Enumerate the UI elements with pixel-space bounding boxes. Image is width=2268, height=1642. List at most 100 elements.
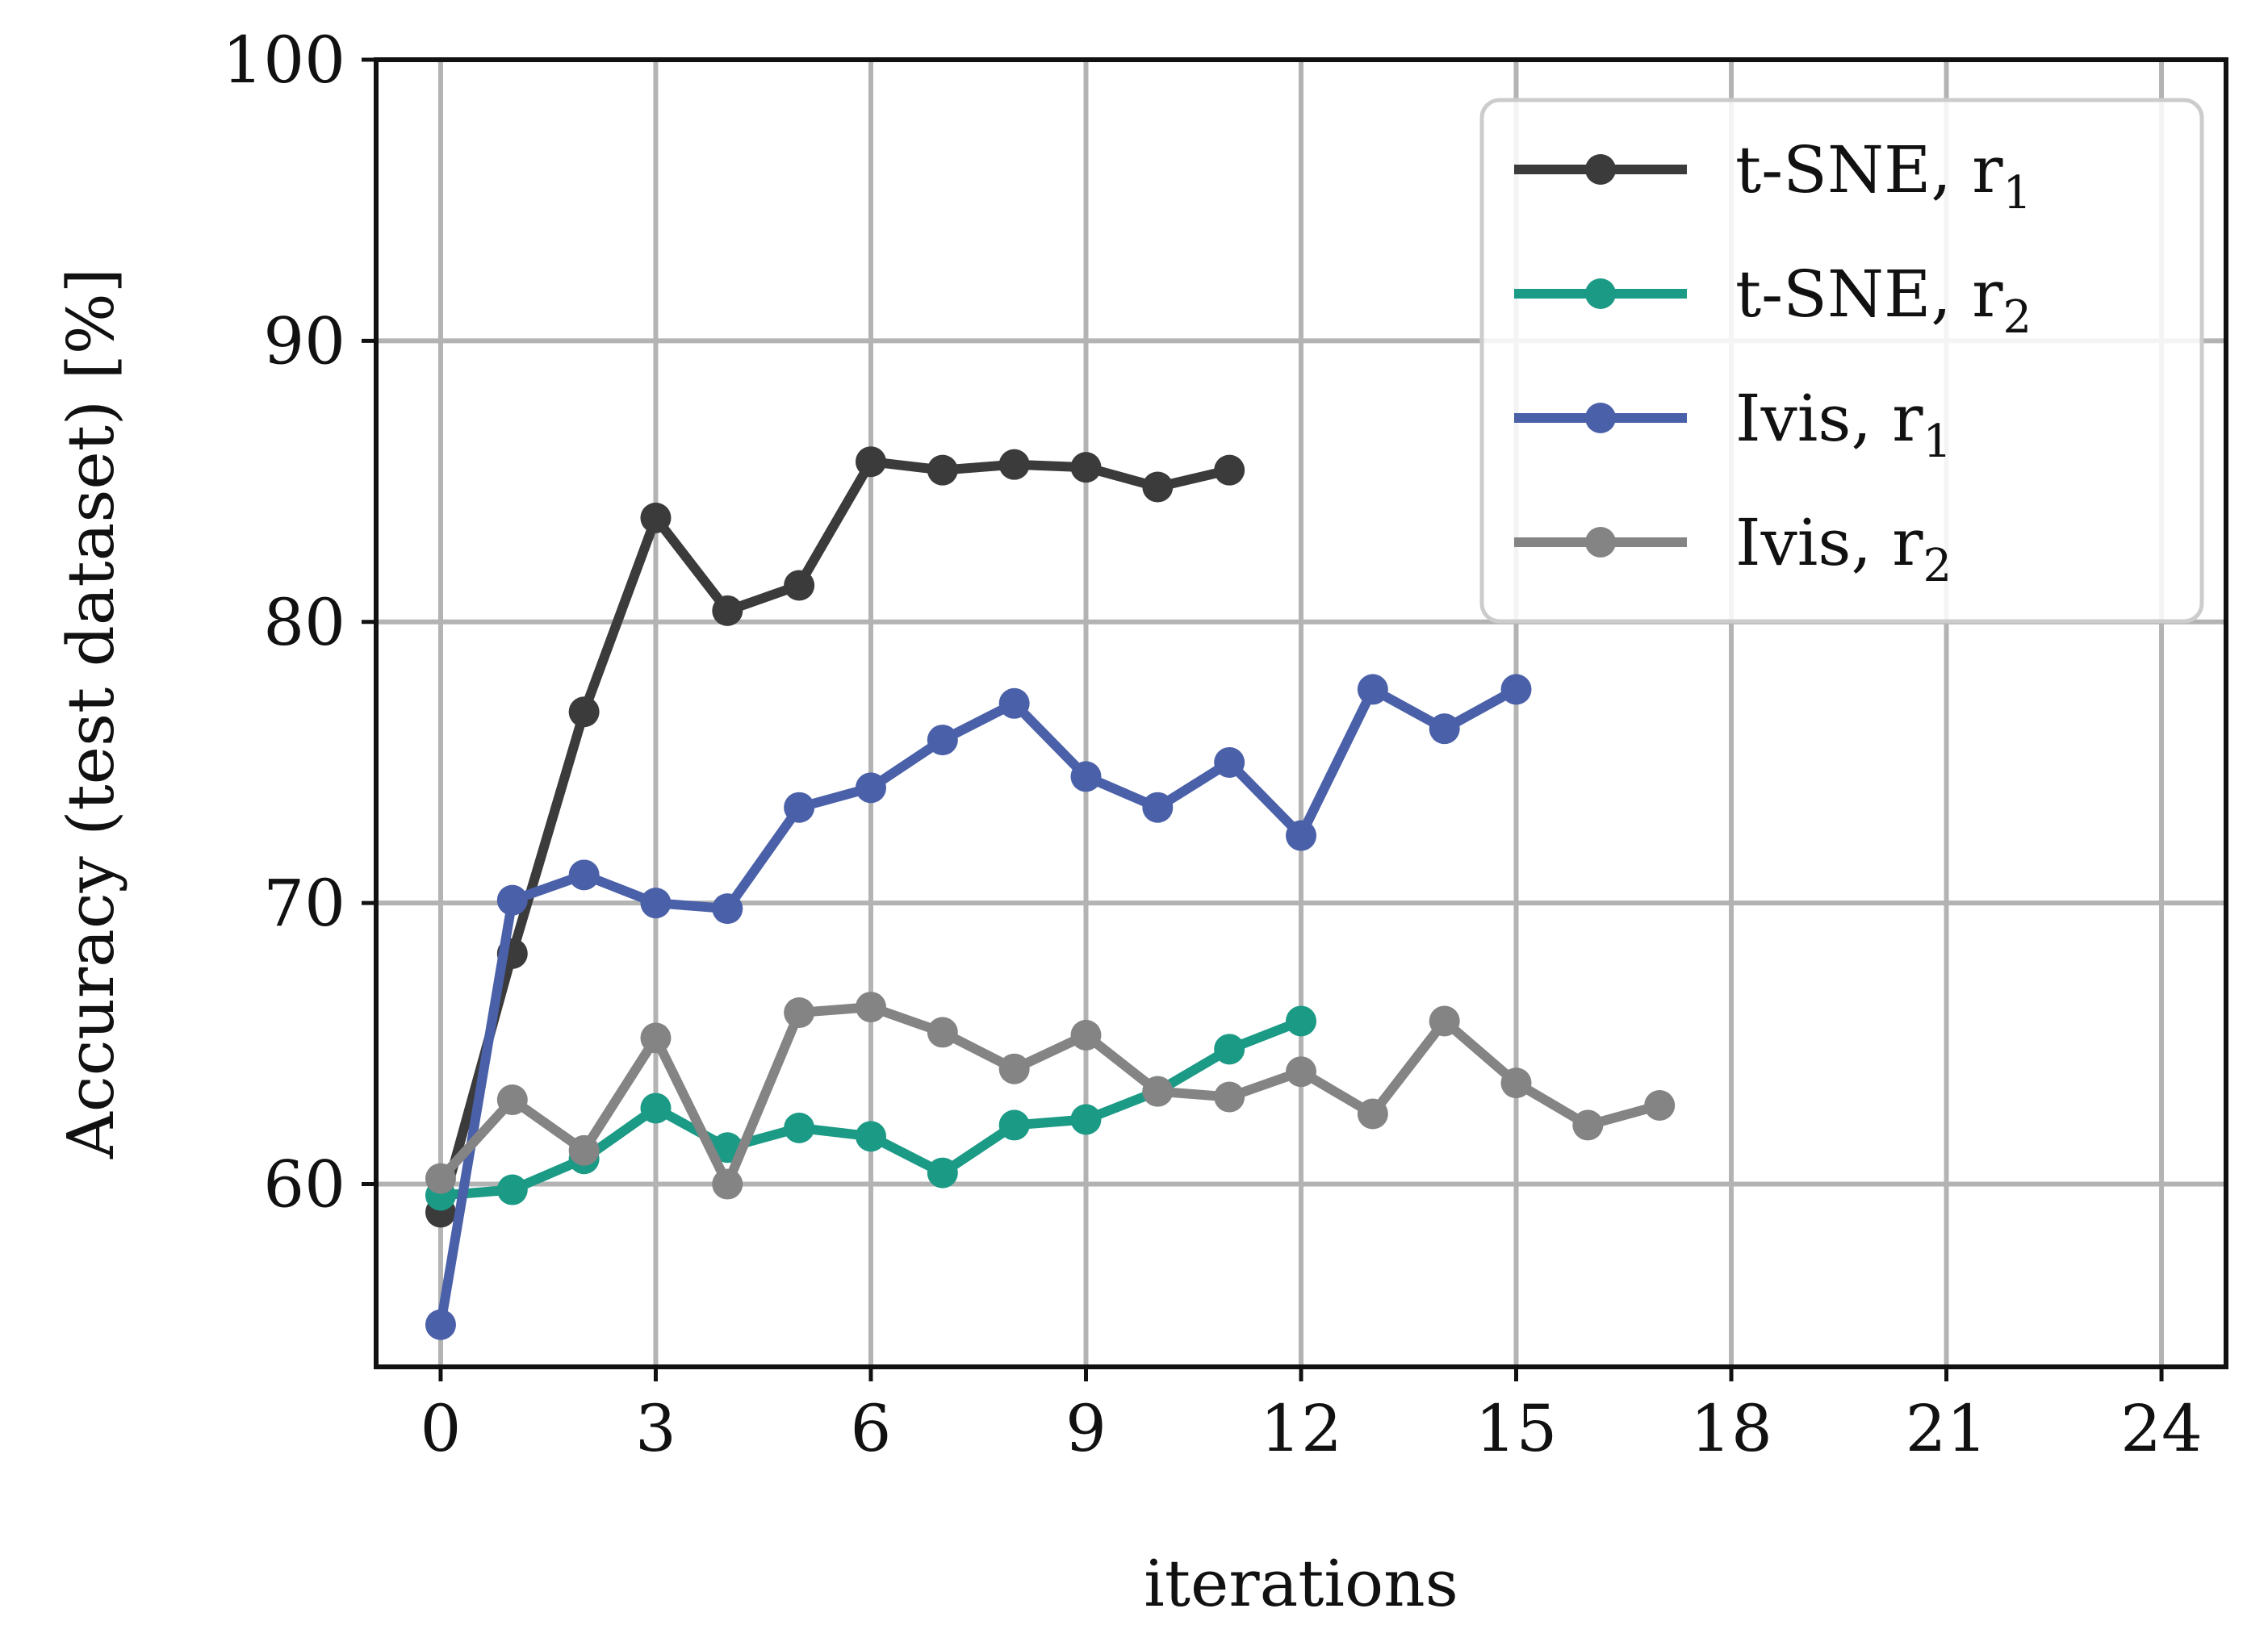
legend-swatch-marker <box>1585 154 1616 185</box>
x-axis-label: iterations <box>1144 1546 1458 1621</box>
legend-item: Ivis, r2 <box>1514 505 1952 592</box>
data-point <box>496 1084 528 1116</box>
legend-label: Ivis, r1 <box>1735 381 1952 468</box>
x-tick-label: 24 <box>2120 1391 2203 1466</box>
legend-label: t-SNE, r2 <box>1735 257 2032 344</box>
x-tick-label: 18 <box>1690 1391 1772 1466</box>
data-point <box>855 992 886 1023</box>
series-line <box>436 684 1521 1330</box>
x-tick-label: 15 <box>1475 1391 1558 1466</box>
legend-label-text: t-SNE, r <box>1735 132 2003 207</box>
legend-swatch-marker <box>1585 527 1616 558</box>
data-point <box>855 446 886 478</box>
data-point <box>1142 1076 1174 1107</box>
y-tick-label: 80 <box>263 585 345 660</box>
legend-label-subscript: 1 <box>2002 167 2032 219</box>
legend-item: t-SNE, r1 <box>1514 132 2032 219</box>
data-point <box>998 687 1030 719</box>
legend-swatch-marker <box>1585 278 1616 309</box>
x-tick-label: 0 <box>421 1391 462 1466</box>
x-tick-label: 9 <box>1065 1391 1107 1466</box>
data-point <box>640 1093 672 1124</box>
data-point <box>496 884 528 916</box>
data-point <box>1214 1034 1245 1065</box>
x-tick-label: 6 <box>851 1391 892 1466</box>
y-axis-label: Accuracy (test dataset) [%] <box>53 268 128 1159</box>
x-tick-label: 12 <box>1260 1391 1342 1466</box>
data-point <box>784 1112 815 1143</box>
data-point <box>855 1121 886 1152</box>
data-point <box>1070 1104 1102 1135</box>
data-point <box>927 1157 958 1189</box>
data-point <box>1142 792 1174 823</box>
legend-box <box>1479 98 2204 624</box>
data-point <box>568 1134 600 1166</box>
data-point <box>998 1053 1030 1084</box>
legend-item: t-SNE, r2 <box>1514 257 2032 344</box>
data-point <box>1500 674 1532 705</box>
data-point <box>1429 1005 1460 1037</box>
data-point <box>640 502 672 533</box>
legend-swatch-marker <box>1585 403 1616 433</box>
y-tick-label: 70 <box>263 866 345 941</box>
legend-label-subscript: 2 <box>1923 540 1952 592</box>
data-point <box>640 1022 672 1054</box>
data-point <box>784 570 815 601</box>
data-point <box>1644 1090 1676 1121</box>
data-point <box>1286 1005 1316 1037</box>
data-point <box>568 696 600 728</box>
y-tick-label: 60 <box>263 1147 345 1222</box>
data-point <box>1142 471 1174 503</box>
data-point <box>998 1109 1030 1141</box>
y-tick-label: 90 <box>263 303 345 378</box>
data-point <box>1214 454 1245 486</box>
data-point <box>927 725 958 756</box>
data-point <box>998 449 1030 480</box>
data-point <box>927 454 958 486</box>
data-point <box>784 792 815 823</box>
data-point <box>1286 1056 1316 1088</box>
legend-label: t-SNE, r1 <box>1735 132 2032 219</box>
data-point <box>425 1163 456 1194</box>
legend-label-text: Ivis, r <box>1735 381 1923 456</box>
data-point <box>712 595 743 626</box>
legend-label: Ivis, r2 <box>1735 505 1952 592</box>
data-point <box>1070 452 1102 483</box>
data-point <box>640 888 672 919</box>
data-point <box>1357 674 1388 705</box>
data-point <box>1286 820 1316 851</box>
series-3 <box>425 674 1532 1340</box>
y-tick-label: 100 <box>222 23 345 98</box>
data-point <box>1572 1109 1604 1141</box>
legend-item: Ivis, r1 <box>1514 381 1952 468</box>
data-point <box>1429 713 1460 745</box>
data-point <box>1357 1098 1388 1130</box>
series-1 <box>425 446 1245 1228</box>
data-point <box>1214 746 1245 778</box>
data-point <box>568 859 600 891</box>
data-point <box>712 893 743 925</box>
data-point <box>855 772 886 804</box>
data-point <box>425 1309 456 1340</box>
x-tick-label: 3 <box>635 1391 676 1466</box>
x-tick-label: 21 <box>1906 1391 1988 1466</box>
data-point <box>927 1017 958 1048</box>
series-line <box>436 457 1235 1218</box>
plot-series <box>425 446 1676 1340</box>
data-point <box>1500 1068 1532 1099</box>
data-point <box>1070 1019 1102 1051</box>
data-point <box>1070 761 1102 792</box>
legend-label-subscript: 2 <box>2002 291 2032 344</box>
data-point <box>784 997 815 1029</box>
legend-label-subscript: 1 <box>1923 416 1952 468</box>
data-point <box>712 1168 743 1200</box>
data-point <box>1214 1081 1245 1113</box>
series-4 <box>425 992 1676 1200</box>
series-line <box>436 1002 1665 1189</box>
legend-label-text: Ivis, r <box>1735 505 1923 580</box>
data-point <box>496 1174 528 1205</box>
legend-label-text: t-SNE, r <box>1735 257 2003 332</box>
